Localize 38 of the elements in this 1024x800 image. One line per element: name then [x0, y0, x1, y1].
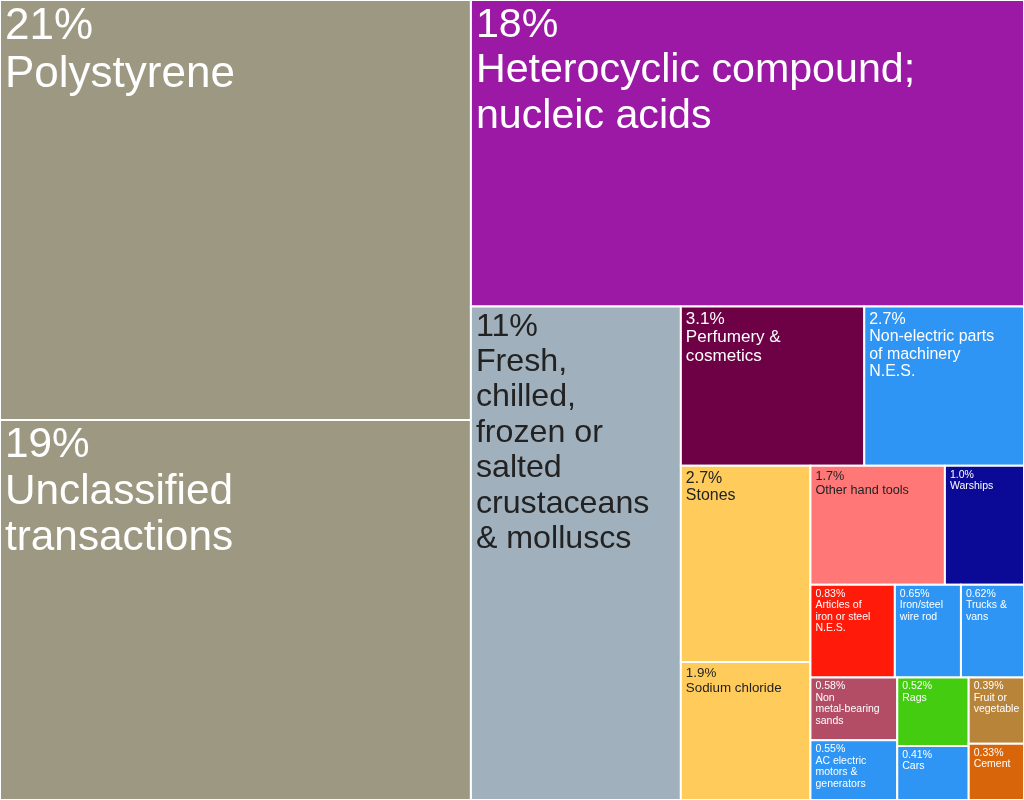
category-label: Non-electric parts of machinery N.E.S.: [869, 327, 995, 380]
category-label: Other hand tools: [815, 482, 909, 497]
data-label: 0.52%: [902, 679, 933, 692]
data-label: 0.39%: [973, 679, 1004, 692]
category-label: Heterocyclic compound; nucleic acids: [475, 45, 916, 137]
data-label: 1.7%: [815, 468, 845, 483]
category-label: Fresh, chilled, frozen or salted crustaceans & molluscs: [475, 341, 650, 555]
category-label: Warships: [949, 479, 994, 492]
data-label: 19%: [5, 419, 90, 466]
data-label: 2.7%: [685, 468, 723, 486]
data-label: 11%: [475, 306, 538, 343]
data-label: 0.55%: [815, 742, 846, 755]
data-label: 18%: [475, 0, 559, 46]
category-label: Trucks & vans: [965, 598, 1007, 622]
category-label: Non metal-bearing sands: [815, 690, 880, 727]
category-label: Iron/steel wire rod: [898, 598, 944, 622]
data-label: 0.33%: [973, 745, 1004, 758]
category-label: Articles of iron or steel N.E.S.: [815, 598, 871, 634]
category-label: Perfumery & cosmetics: [685, 327, 782, 366]
category-label: Cement: [973, 757, 1011, 770]
data-label: 1.9%: [685, 664, 717, 680]
category-label: Fruit or vegetable: [973, 690, 1020, 715]
category-label: Rags: [902, 690, 927, 703]
category-label: Cars: [902, 759, 925, 772]
category-label: Polystyrene: [5, 47, 235, 97]
category-label: Stones: [685, 486, 736, 504]
data-label: 0.62%: [965, 586, 996, 599]
data-label: 0.58%: [815, 679, 846, 692]
category-label: Unclassified transactions: [5, 465, 234, 560]
category-label: Sodium chloride: [685, 679, 782, 695]
data-label: 3.1%: [685, 308, 725, 328]
data-label: 2.7%: [869, 309, 906, 327]
data-label: 21%: [5, 0, 94, 48]
data-label: 0.41%: [902, 747, 933, 760]
category-label: AC electric motors & generators: [815, 753, 867, 789]
data-label: 1.0%: [949, 467, 974, 480]
data-label: 0.83%: [815, 586, 846, 599]
data-label: 0.65%: [899, 586, 930, 599]
